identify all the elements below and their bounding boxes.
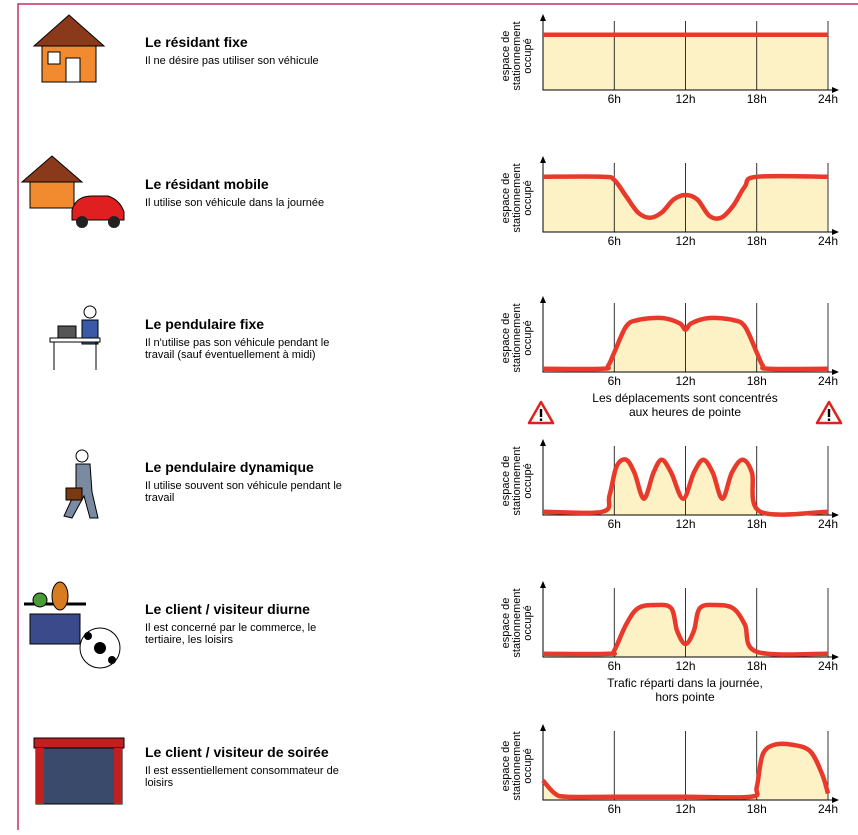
axes <box>542 582 838 658</box>
axes <box>542 297 838 373</box>
x-tick-label: 18h <box>747 234 767 248</box>
x-tick-label: 6h <box>608 517 621 531</box>
theater-icon <box>33 737 125 805</box>
chart-title: Le client / visiteur de soirée <box>145 744 329 760</box>
chart-title: Le client / visiteur diurne <box>145 601 310 617</box>
y-axis-label: espace de <box>500 598 512 649</box>
chart: Le client / visiteur de soirée Il est ess… <box>145 724 839 816</box>
desk-worker-icon <box>49 305 101 370</box>
walking-man-icon <box>63 449 99 519</box>
x-tick-label: 12h <box>675 517 695 531</box>
chart-title: Le résidant fixe <box>145 34 248 50</box>
x-tick-label: 12h <box>675 659 695 673</box>
axes <box>542 15 838 91</box>
x-tick-label: 18h <box>747 92 767 106</box>
y-axis-label: stationnement <box>511 446 523 515</box>
x-tick-label: 12h <box>675 374 695 388</box>
y-axis-label: occupé <box>522 38 534 73</box>
x-tick-label: 12h <box>675 92 695 106</box>
chart: Le pendulaire fixe Il n'utilise pas son v… <box>145 296 843 425</box>
annotation: aux heures de pointe <box>629 405 741 419</box>
line <box>541 741 831 800</box>
x-tick-label: 18h <box>747 517 767 531</box>
y-axis-label: occupé <box>522 605 534 640</box>
x-tick-label: 24h <box>818 92 838 106</box>
x-tick-label: 24h <box>818 659 838 673</box>
y-axis-label: espace de <box>500 456 512 507</box>
x-tick-label: 6h <box>608 374 621 388</box>
y-axis-label: espace de <box>500 173 512 224</box>
x-tick-label: 12h <box>675 802 695 816</box>
chart: Le pendulaire dynamique Il utilise souven… <box>145 439 839 531</box>
annotation: Les déplacements sont concentrés <box>592 391 777 405</box>
x-tick-label: 18h <box>747 802 767 816</box>
x-tick-label: 24h <box>818 517 838 531</box>
axes <box>542 157 838 233</box>
chart-subtitle: Il ne désire pas utiliser son véhicule <box>145 55 319 67</box>
warning-mark <box>539 409 543 417</box>
chart: Le résidant mobile Il utilise son véhicul… <box>145 156 839 248</box>
axes <box>542 440 838 516</box>
y-axis-label: stationnement <box>511 588 523 657</box>
chart-title: Le résidant mobile <box>145 176 269 192</box>
y-axis-label: occupé <box>522 748 534 783</box>
x-tick-label: 24h <box>818 234 838 248</box>
chart-subtitle: Il n'utilise pas son véhicule pendant le… <box>145 337 329 361</box>
annotation: hors pointe <box>655 690 715 704</box>
line <box>542 315 829 372</box>
chart-subtitle: Il est essentiellement consommateur de lo… <box>145 765 339 789</box>
x-tick-label: 6h <box>608 92 621 106</box>
line <box>542 457 829 517</box>
basket-ball-icon <box>24 581 121 669</box>
house-icon <box>32 14 106 83</box>
chart: Le client / visiteur diurne Il est concer… <box>145 581 839 704</box>
y-axis-label: espace de <box>500 741 512 792</box>
y-axis-label: espace de <box>500 313 512 364</box>
y-axis-label: stationnement <box>511 21 523 90</box>
warning-dot <box>827 418 831 421</box>
y-axis-label: stationnement <box>511 303 523 372</box>
y-axis-label: stationnement <box>511 163 523 232</box>
warning-dot <box>539 418 543 421</box>
y-axis-label: occupé <box>522 320 534 355</box>
chart-title: Le pendulaire dynamique <box>145 459 314 475</box>
x-tick-label: 18h <box>747 374 767 388</box>
x-tick-label: 12h <box>675 234 695 248</box>
y-axis-label: stationnement <box>511 731 523 800</box>
warning-mark <box>827 409 831 417</box>
area-fill <box>543 743 828 800</box>
x-tick-label: 24h <box>818 802 838 816</box>
x-tick-label: 6h <box>608 802 621 816</box>
frame <box>17 3 858 830</box>
chart-subtitle: Il utilise son véhicule dans la journée <box>145 197 324 209</box>
y-axis-label: espace de <box>500 31 512 82</box>
x-tick-label: 18h <box>747 659 767 673</box>
axes <box>542 725 838 801</box>
chart-title: Le pendulaire fixe <box>145 316 264 332</box>
x-tick-label: 24h <box>818 374 838 388</box>
chart: Le résidant fixe Il ne désire pas utilise… <box>145 14 839 106</box>
chart-subtitle: Il utilise souvent son véhicule pendant … <box>145 480 342 504</box>
line <box>542 602 829 657</box>
x-tick-label: 6h <box>608 659 621 673</box>
x-tick-label: 6h <box>608 234 621 248</box>
y-axis-label: occupé <box>522 180 534 215</box>
line <box>542 173 829 221</box>
y-axis-label: occupé <box>522 463 534 498</box>
chart-subtitle: Il est concerné par le commerce, le terti… <box>145 622 316 646</box>
house-car-icon <box>20 155 125 228</box>
annotation: Trafic réparti dans la journée, <box>607 676 763 690</box>
